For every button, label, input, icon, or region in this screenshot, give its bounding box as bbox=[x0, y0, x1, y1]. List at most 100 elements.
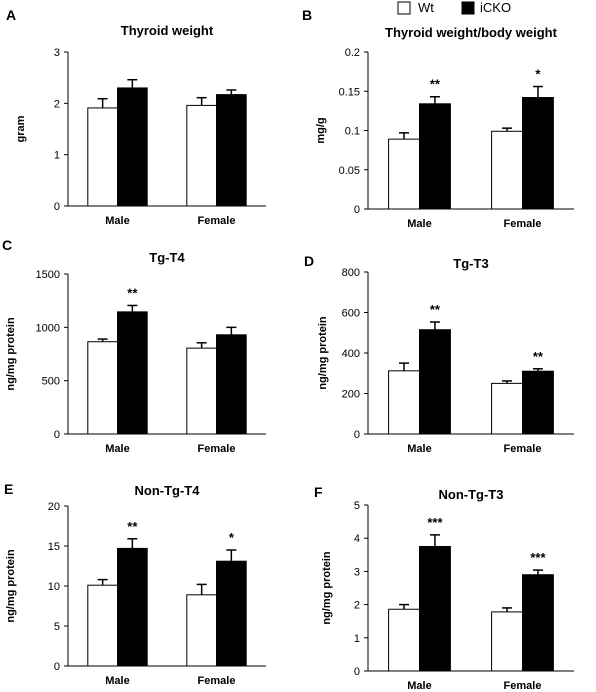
y-tick-label: 10 bbox=[48, 581, 60, 593]
bar-icko bbox=[522, 574, 554, 672]
x-tick-label: Female bbox=[198, 443, 236, 455]
significance-marker: ** bbox=[127, 285, 138, 300]
panel-letter: E bbox=[4, 481, 13, 497]
y-tick-label: 0.05 bbox=[339, 165, 360, 177]
y-axis-label: gram bbox=[15, 115, 27, 142]
bar-icko bbox=[419, 546, 451, 672]
y-tick-label: 0 bbox=[54, 429, 60, 441]
x-tick-label: Male bbox=[407, 443, 431, 455]
bar-icko bbox=[216, 94, 247, 207]
y-tick-label: 0.1 bbox=[345, 126, 360, 138]
significance-marker: ** bbox=[127, 519, 138, 534]
x-tick-label: Male bbox=[105, 675, 129, 687]
y-tick-label: 500 bbox=[42, 376, 60, 388]
y-tick-label: 400 bbox=[342, 348, 360, 360]
bar-wt bbox=[87, 107, 119, 207]
y-tick-label: 1 bbox=[54, 150, 60, 162]
x-tick-label: Male bbox=[407, 680, 431, 692]
y-axis-label: ng/mg protein bbox=[321, 551, 333, 625]
y-tick-label: 1000 bbox=[36, 322, 60, 334]
significance-marker: *** bbox=[530, 550, 546, 565]
bar-icko bbox=[419, 103, 451, 210]
y-tick-label: 0 bbox=[354, 204, 360, 216]
y-axis-label: mg/g bbox=[315, 117, 327, 143]
bar-icko bbox=[419, 329, 451, 435]
bar-wt bbox=[186, 594, 218, 667]
bar-icko bbox=[117, 311, 148, 435]
panel-b: B Thyroid weight/body weight mg/g 0 0.05 0.1 0… bbox=[302, 7, 574, 230]
bar-wt bbox=[186, 347, 218, 435]
y-tick-label: 5 bbox=[54, 621, 60, 633]
bar-wt bbox=[186, 104, 218, 207]
y-tick-label: 4 bbox=[354, 533, 360, 545]
y-tick-label: 0 bbox=[54, 201, 60, 213]
bar-wt bbox=[491, 382, 524, 435]
panel-letter: B bbox=[302, 7, 312, 23]
chart-title: Non-Tg-T4 bbox=[135, 483, 201, 498]
bar-icko bbox=[216, 334, 247, 435]
y-tick-label: 5 bbox=[354, 500, 360, 512]
x-tick-label: Female bbox=[198, 675, 236, 687]
y-tick-label: 15 bbox=[48, 541, 60, 553]
chart-title: Tg-T4 bbox=[149, 250, 185, 265]
y-tick-label: 0.2 bbox=[345, 47, 360, 59]
panel-c: C Tg-T4 ng/mg protein 0 500 1000 1500 Male ** Fem… bbox=[2, 237, 266, 455]
x-tick-label: Female bbox=[198, 215, 236, 227]
panels: A Thyroid weight gram 0 1 2 3 Male Female B Thyroi… bbox=[2, 7, 574, 692]
bar-icko bbox=[117, 547, 148, 667]
bar-wt bbox=[388, 608, 421, 672]
chart-title: Thyroid weight bbox=[121, 23, 214, 38]
y-tick-label: 0.15 bbox=[339, 86, 360, 98]
y-tick-label: 3 bbox=[354, 566, 360, 578]
panel-letter: D bbox=[304, 253, 314, 269]
chart-title: Tg-T3 bbox=[453, 256, 488, 271]
panel-f: F Non-Tg-T3 ng/mg protein 0 1 2 3 4 5 Male *** Fema… bbox=[314, 484, 574, 692]
x-tick-label: Female bbox=[504, 218, 542, 230]
x-tick-label: Female bbox=[504, 443, 542, 455]
y-tick-label: 2 bbox=[54, 98, 60, 110]
x-tick-label: Male bbox=[105, 443, 129, 455]
significance-marker: ** bbox=[533, 349, 544, 364]
y-axis-label: ng/mg protein bbox=[317, 316, 329, 390]
significance-marker: ** bbox=[430, 302, 441, 317]
legend-label-icko: iCKO bbox=[480, 0, 511, 15]
bar-icko bbox=[216, 560, 247, 667]
legend-swatch-icko bbox=[461, 1, 475, 15]
y-tick-label: 1 bbox=[354, 633, 360, 645]
significance-marker: ** bbox=[430, 77, 441, 92]
bar-icko bbox=[522, 97, 554, 210]
x-tick-label: Male bbox=[105, 215, 129, 227]
y-tick-label: 2 bbox=[354, 600, 360, 612]
panel-a: A Thyroid weight gram 0 1 2 3 Male Female bbox=[6, 7, 266, 227]
y-tick-label: 0 bbox=[54, 661, 60, 673]
chart-title: Non-Tg-T3 bbox=[439, 487, 504, 502]
panel-e: E Non-Tg-T4 ng/mg protein 0 5 10 15 20 Male ** Fem… bbox=[4, 481, 266, 687]
y-tick-label: 800 bbox=[342, 267, 360, 279]
bar-icko bbox=[117, 87, 148, 207]
y-tick-label: 3 bbox=[54, 47, 60, 59]
y-tick-label: 1500 bbox=[36, 269, 60, 281]
panel-d: D Tg-T3 ng/mg protein 0 200 400 600 800 Male ** Fe… bbox=[304, 253, 574, 455]
legend: Wt iCKO bbox=[397, 0, 511, 15]
y-tick-label: 20 bbox=[48, 501, 60, 513]
bar-wt bbox=[388, 370, 421, 435]
chart-title: Thyroid weight/body weight bbox=[385, 25, 558, 40]
x-tick-label: Male bbox=[407, 218, 431, 230]
bar-wt bbox=[491, 130, 524, 210]
bar-wt bbox=[388, 138, 421, 210]
bar-wt bbox=[87, 341, 119, 435]
significance-marker: *** bbox=[427, 515, 443, 530]
x-tick-label: Female bbox=[504, 680, 542, 692]
bar-wt bbox=[491, 611, 524, 672]
panel-letter: C bbox=[2, 237, 12, 253]
bar-icko bbox=[522, 370, 554, 435]
y-tick-label: 0 bbox=[354, 666, 360, 678]
bar-wt bbox=[87, 584, 119, 667]
legend-label-wt: Wt bbox=[418, 0, 434, 15]
legend-swatch-wt bbox=[397, 1, 411, 15]
y-tick-label: 200 bbox=[342, 389, 360, 401]
panel-letter: A bbox=[6, 7, 16, 23]
y-axis-label: ng/mg protein bbox=[5, 549, 17, 623]
significance-marker: * bbox=[535, 67, 541, 82]
